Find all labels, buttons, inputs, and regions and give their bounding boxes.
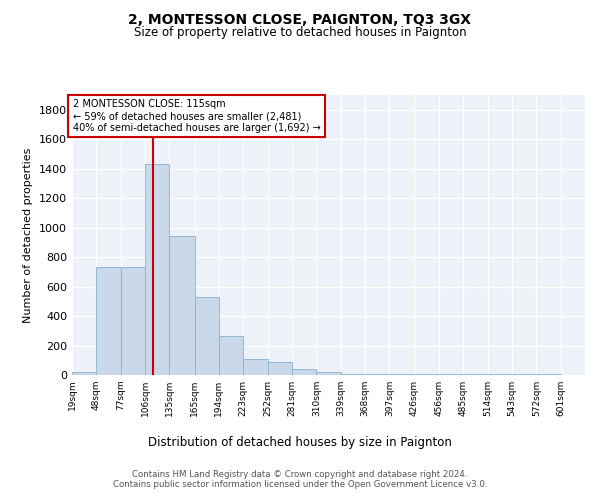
Bar [316,372,341,375]
Bar [512,374,536,375]
Y-axis label: Number of detached properties: Number of detached properties [23,148,34,322]
Text: Size of property relative to detached houses in Paignton: Size of property relative to detached ho… [134,26,466,39]
Bar [341,374,365,375]
Bar [145,164,169,375]
Bar [389,374,414,375]
Bar [121,268,145,375]
Bar [414,374,439,375]
Bar [194,297,219,375]
Bar [219,336,243,375]
Bar [488,374,512,375]
Bar [268,362,292,375]
Text: 2, MONTESSON CLOSE, PAIGNTON, TQ3 3GX: 2, MONTESSON CLOSE, PAIGNTON, TQ3 3GX [128,12,472,26]
Bar [169,236,194,375]
Bar [439,374,463,375]
Bar [243,359,268,375]
Bar [292,369,316,375]
Bar [365,374,389,375]
Text: Distribution of detached houses by size in Paignton: Distribution of detached houses by size … [148,436,452,449]
Bar [463,374,488,375]
Bar [72,372,97,375]
Bar [536,374,560,375]
Text: Contains HM Land Registry data © Crown copyright and database right 2024.
Contai: Contains HM Land Registry data © Crown c… [113,470,487,489]
Bar [97,268,121,375]
Text: 2 MONTESSON CLOSE: 115sqm
← 59% of detached houses are smaller (2,481)
40% of se: 2 MONTESSON CLOSE: 115sqm ← 59% of detac… [73,100,320,132]
